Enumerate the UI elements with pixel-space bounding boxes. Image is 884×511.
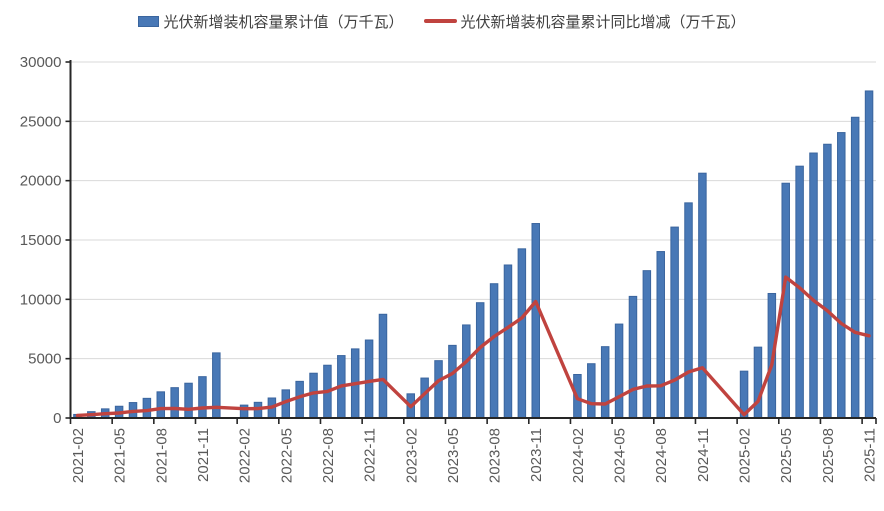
bar-2024-09 bbox=[670, 226, 679, 419]
legend-item-yoy-change: 光伏新增装机容量累计同比增减（万千瓦） bbox=[423, 11, 746, 32]
bar-series-swatch-icon bbox=[138, 15, 160, 27]
y-tick-label: 0 bbox=[53, 410, 61, 427]
bar-2022-12 bbox=[378, 313, 388, 419]
x-tick-label: 2022-11 bbox=[362, 428, 379, 482]
x-tick-label: 2021-02 bbox=[70, 428, 87, 483]
y-tick-label: 10000 bbox=[20, 291, 62, 308]
bar-2022-06 bbox=[295, 380, 304, 419]
x-tick-label: 2021-11 bbox=[195, 428, 212, 482]
bar-2025-10 bbox=[850, 116, 860, 419]
bar-2023-04 bbox=[434, 360, 443, 419]
bar-2023-07 bbox=[475, 302, 485, 419]
legend-label-cumulative-capacity: 光伏新增装机容量累计值（万千瓦） bbox=[163, 13, 404, 31]
x-tick-label: 2023-08 bbox=[487, 428, 504, 483]
bar-2024-08 bbox=[656, 251, 665, 419]
bar-2021-07 bbox=[142, 397, 152, 419]
bar-2025-11 bbox=[864, 90, 874, 419]
bar-2023-09 bbox=[503, 264, 513, 419]
bar-2023-11 bbox=[531, 223, 540, 419]
x-tick-label: 2024-02 bbox=[570, 428, 587, 483]
bar-2022-07 bbox=[309, 372, 318, 419]
bar-2025-03 bbox=[753, 346, 763, 419]
bar-2025-09 bbox=[837, 132, 846, 419]
bar-2024-03 bbox=[587, 363, 596, 419]
legend-label-yoy-change: 光伏新增装机容量累计同比增减（万千瓦） bbox=[460, 13, 746, 31]
bar-2021-08 bbox=[156, 391, 166, 419]
bar-2024-11 bbox=[698, 172, 707, 419]
bar-2024-04 bbox=[600, 346, 610, 419]
bar-2022-11 bbox=[364, 339, 374, 419]
y-tick-label: 30000 bbox=[20, 54, 62, 71]
x-tick-label: 2025-08 bbox=[820, 428, 837, 483]
bar-2024-07 bbox=[642, 270, 652, 419]
x-tick-label: 2023-11 bbox=[528, 428, 545, 482]
y-tick-label: 5000 bbox=[28, 351, 61, 368]
x-tick-label: 2024-08 bbox=[653, 428, 670, 483]
x-tick-label: 2022-05 bbox=[278, 428, 295, 483]
x-tick-label: 2022-08 bbox=[320, 428, 337, 483]
yoy-line bbox=[75, 275, 871, 418]
x-tick-label: 2024-05 bbox=[612, 428, 629, 483]
bar-2023-05 bbox=[448, 344, 457, 419]
bar-2021-11 bbox=[198, 376, 207, 419]
x-tick-label: 2022-02 bbox=[237, 428, 254, 483]
bar-2023-06 bbox=[462, 324, 471, 419]
x-tick-label: 2023-02 bbox=[403, 428, 420, 483]
bar-2024-10 bbox=[684, 202, 693, 419]
x-tick-label: 2024-11 bbox=[695, 428, 712, 482]
x-tick-label: 2025-02 bbox=[737, 428, 754, 483]
bar-2025-08 bbox=[823, 143, 832, 419]
x-tick-label: 2025-11 bbox=[862, 428, 879, 482]
x-tick-label: 2021-08 bbox=[153, 428, 170, 483]
y-tick-label: 15000 bbox=[20, 232, 62, 249]
line-series-swatch-icon bbox=[423, 19, 457, 23]
legend-item-cumulative-capacity: 光伏新增装机容量累计值（万千瓦） bbox=[138, 11, 404, 32]
bar-2023-08 bbox=[489, 283, 499, 419]
chart-legend: 光伏新增装机容量累计值（万千瓦） 光伏新增装机容量累计同比增减（万千瓦） bbox=[0, 8, 884, 34]
y-tick-label: 20000 bbox=[20, 173, 62, 190]
bar-2024-06 bbox=[628, 295, 638, 419]
y-tick-label: 25000 bbox=[20, 113, 62, 130]
bar-2021-09 bbox=[170, 387, 179, 419]
x-tick-label: 2023-05 bbox=[445, 428, 462, 483]
x-tick-label: 2025-05 bbox=[778, 428, 795, 483]
bar-2023-10 bbox=[517, 248, 527, 419]
bar-2021-10 bbox=[184, 382, 193, 419]
x-tick-label: 2021-05 bbox=[112, 428, 129, 483]
bar-2024-05 bbox=[614, 323, 624, 419]
bar-2025-07 bbox=[809, 152, 818, 419]
